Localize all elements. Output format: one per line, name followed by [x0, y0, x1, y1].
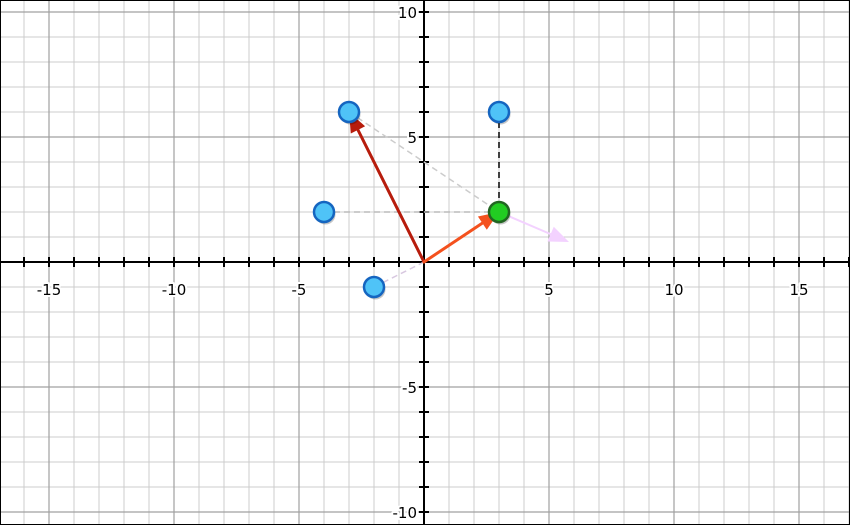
x-tick-label: 5	[544, 281, 554, 299]
y-tick-label: -5	[402, 379, 417, 397]
y-tick-label: 5	[407, 129, 417, 147]
gray-dashed-guide	[348, 111, 500, 213]
x-tick-label: 10	[664, 281, 683, 299]
blue-point[interactable]	[312, 200, 336, 225]
blue-point-marker[interactable]	[337, 100, 361, 124]
pink-vector-head	[547, 226, 569, 242]
dark-red-vector-shaft	[356, 128, 426, 264]
guide-lines	[324, 111, 500, 288]
y-tick-label: -10	[393, 504, 418, 522]
orange-red-vector-shaft	[422, 221, 484, 264]
blue-point[interactable]	[337, 100, 361, 125]
tick-labels: -15 -10 -5 5 10 15 10 5 -5 -10	[35, 2, 811, 524]
blue-point[interactable]	[487, 100, 511, 125]
points	[312, 100, 511, 300]
blue-point-marker[interactable]	[312, 200, 336, 224]
blue-point-marker[interactable]	[487, 100, 511, 124]
y-tick-label: 10	[398, 4, 417, 22]
green-point[interactable]	[487, 200, 511, 225]
x-tick-label: -15	[37, 281, 62, 299]
green-point-marker[interactable]	[487, 200, 511, 224]
x-tick-label: -10	[162, 281, 187, 299]
blue-point[interactable]	[362, 275, 386, 300]
x-tick-label: -5	[292, 281, 307, 299]
x-tick-label: 15	[789, 281, 808, 299]
blue-point-marker[interactable]	[362, 275, 386, 299]
